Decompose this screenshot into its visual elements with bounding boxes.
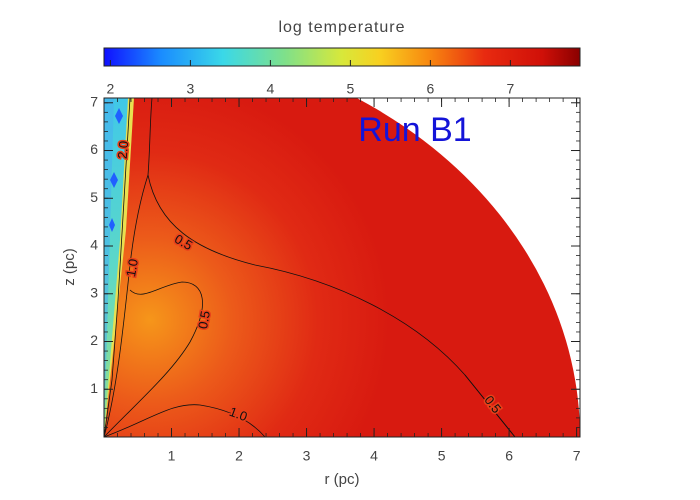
y-tick-label: 1 bbox=[90, 380, 98, 396]
contour-line bbox=[104, 404, 266, 437]
x-tick-label: 1 bbox=[168, 448, 176, 464]
temperature-map bbox=[104, 98, 580, 437]
x-axis-label: r (pc) bbox=[325, 471, 360, 488]
minor-ticks bbox=[103, 98, 580, 438]
colorbar-tick-label: 2 bbox=[107, 81, 115, 97]
x-tick-label: 2 bbox=[235, 448, 243, 464]
colorbar-label: log temperature bbox=[278, 19, 405, 36]
colorbar-tick-label: 7 bbox=[507, 81, 515, 97]
y-tick-label: 2 bbox=[90, 332, 98, 348]
contour-label: 1.0 bbox=[123, 258, 141, 278]
plot-frame bbox=[103, 97, 581, 438]
y-tick-label: 3 bbox=[90, 284, 98, 300]
y-axis-label: z (pc) bbox=[61, 248, 78, 286]
cold-core bbox=[104, 98, 114, 437]
contour-label: 2.0 bbox=[115, 140, 132, 159]
colorbar-tick-label: 4 bbox=[267, 81, 275, 97]
colorbar bbox=[103, 47, 581, 67]
colorbar-tick-label: 6 bbox=[427, 81, 435, 97]
contours bbox=[104, 98, 516, 437]
contour-line bbox=[104, 281, 203, 437]
y-tick-label: 5 bbox=[90, 189, 98, 205]
colorbar-tick-label: 5 bbox=[347, 81, 355, 97]
contour-label: 0.5 bbox=[195, 310, 213, 330]
y-tick-label: 7 bbox=[90, 93, 98, 109]
contour-line bbox=[147, 174, 516, 437]
colorbar-tick-label: 3 bbox=[187, 81, 195, 97]
x-tick-label: 5 bbox=[438, 448, 446, 464]
contour-line bbox=[464, 374, 516, 437]
contour-line bbox=[104, 98, 131, 437]
x-tick-label: 6 bbox=[505, 448, 513, 464]
x-tick-label: 4 bbox=[370, 448, 378, 464]
y-tick-label: 4 bbox=[90, 237, 98, 253]
x-tick-label: 7 bbox=[573, 448, 581, 464]
contour-line bbox=[104, 98, 153, 437]
x-tick-label: 3 bbox=[303, 448, 311, 464]
y-tick-label: 6 bbox=[90, 141, 98, 157]
hot-region bbox=[104, 98, 580, 437]
run-label: Run B1 bbox=[358, 111, 471, 149]
